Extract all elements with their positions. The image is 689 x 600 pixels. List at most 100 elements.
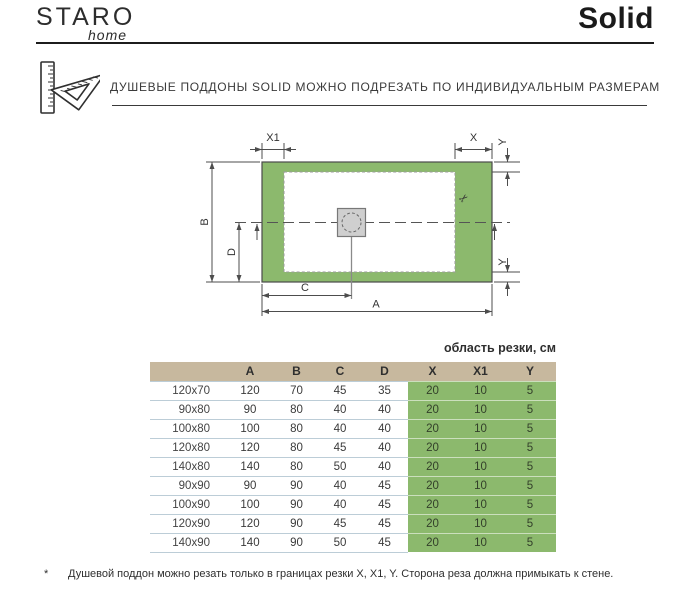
value-cell: 120 [226,380,274,400]
cut-value-cell: 10 [457,437,504,457]
value-cell: 40 [319,418,361,438]
value-cell: 80 [274,456,319,476]
cut-value-cell: 20 [408,380,457,400]
table-row: 90x90 90 90 40 45 20 10 5 [150,475,556,495]
size-cell: 100x80 [150,418,226,438]
value-cell: 45 [319,513,361,533]
cut-value-cell: 20 [408,513,457,533]
value-cell: 140 [226,456,274,476]
cut-value-cell: 5 [504,437,556,457]
dim-label-x: X [470,132,478,144]
drain [336,207,367,238]
page-title: Solid [578,2,654,35]
cut-value-cell: 5 [504,380,556,400]
cut-value-cell: 5 [504,494,556,514]
value-cell: 90 [226,399,274,419]
col-header-c: C [319,362,361,381]
value-cell: 40 [319,399,361,419]
col-header-x: X [408,362,457,381]
value-cell: 80 [274,399,319,419]
value-cell: 50 [319,456,361,476]
table-row: 120x80 120 80 45 40 20 10 5 [150,437,556,457]
dimension-arrowheads [209,147,510,314]
cut-value-cell: 10 [457,494,504,514]
size-cell: 120x70 [150,380,226,400]
footnote-text: Душевой поддон можно резать только в гра… [68,568,614,580]
size-cell: 90x90 [150,475,226,495]
value-cell: 45 [361,532,408,553]
cut-value-cell: 20 [408,532,457,553]
header-divider [36,42,654,44]
table-row: 120x70 120 70 45 35 20 10 5 [150,380,556,400]
dim-label-c: C [301,282,309,294]
cut-value-cell: 5 [504,399,556,419]
dim-label-d: D [226,248,238,256]
cut-value-cell: 10 [457,456,504,476]
value-cell: 40 [361,418,408,438]
dim-label-y-top: Y [497,138,509,146]
table-header-row: A B C D X X1 Y [150,362,556,381]
cut-value-cell: 5 [504,475,556,495]
cut-value-cell: 20 [408,437,457,457]
value-cell: 50 [319,532,361,553]
cut-value-cell: 20 [408,456,457,476]
table-row: 100x80 100 80 40 40 20 10 5 [150,418,556,438]
table-row: 90x80 90 80 40 40 20 10 5 [150,399,556,419]
value-cell: 80 [274,418,319,438]
size-table: A B C D X X1 Y 120x70 120 70 45 35 20 10… [150,362,556,553]
table-row: 120x90 120 90 45 45 20 10 5 [150,513,556,533]
cut-value-cell: 5 [504,532,556,553]
col-header-x1: X1 [457,362,504,381]
value-cell: 40 [319,475,361,495]
dimension-lines [211,148,508,312]
value-cell: 100 [226,418,274,438]
value-cell: 40 [319,494,361,514]
cut-value-cell: 5 [504,456,556,476]
col-header-size [150,362,226,381]
value-cell: 90 [274,513,319,533]
cut-value-cell: 10 [457,380,504,400]
value-cell: 80 [274,437,319,457]
value-cell: 120 [226,437,274,457]
value-cell: 45 [361,494,408,514]
cut-area-title: область резки, см [443,341,556,355]
value-cell: 90 [274,494,319,514]
value-cell: 40 [361,456,408,476]
dim-label-y-bottom: Y [497,258,509,266]
brand-subtitle: home [88,27,128,43]
dim-label-b: B [199,218,211,225]
cut-value-cell: 20 [408,418,457,438]
footnote-marker: * [44,568,49,580]
value-cell: 120 [226,513,274,533]
value-cell: 90 [274,532,319,553]
size-cell: 100x90 [150,494,226,514]
cut-value-cell: 5 [504,513,556,533]
col-header-y: Y [504,362,556,381]
value-cell: 45 [361,475,408,495]
tray-diagram: ✂ X1 X Y Y B D C A [199,132,520,316]
cut-value-cell: 20 [408,494,457,514]
table-row: 140x90 140 90 50 45 20 10 5 [150,532,556,553]
table-row: 140x80 140 80 50 40 20 10 5 [150,456,556,476]
intro-text: ДУШЕВЫЕ ПОДДОНЫ SOLID МОЖНО ПОДРЕЗАТЬ ПО… [110,80,661,94]
cut-value-cell: 10 [457,418,504,438]
intro-divider [112,105,647,106]
cut-value-cell: 10 [457,399,504,419]
cut-value-cell: 10 [457,532,504,553]
size-cell: 120x90 [150,513,226,533]
size-cell: 140x80 [150,456,226,476]
value-cell: 70 [274,380,319,400]
dim-label-a: A [372,299,380,311]
value-cell: 45 [361,513,408,533]
size-cell: 140x90 [150,532,226,553]
extension-lines [206,143,520,316]
value-cell: 100 [226,494,274,514]
value-cell: 45 [319,437,361,457]
cut-value-cell: 5 [504,418,556,438]
col-header-b: B [274,362,319,381]
cut-value-cell: 10 [457,513,504,533]
value-cell: 40 [361,399,408,419]
cut-value-cell: 20 [408,475,457,495]
ruler-triangle-icon [40,61,100,114]
